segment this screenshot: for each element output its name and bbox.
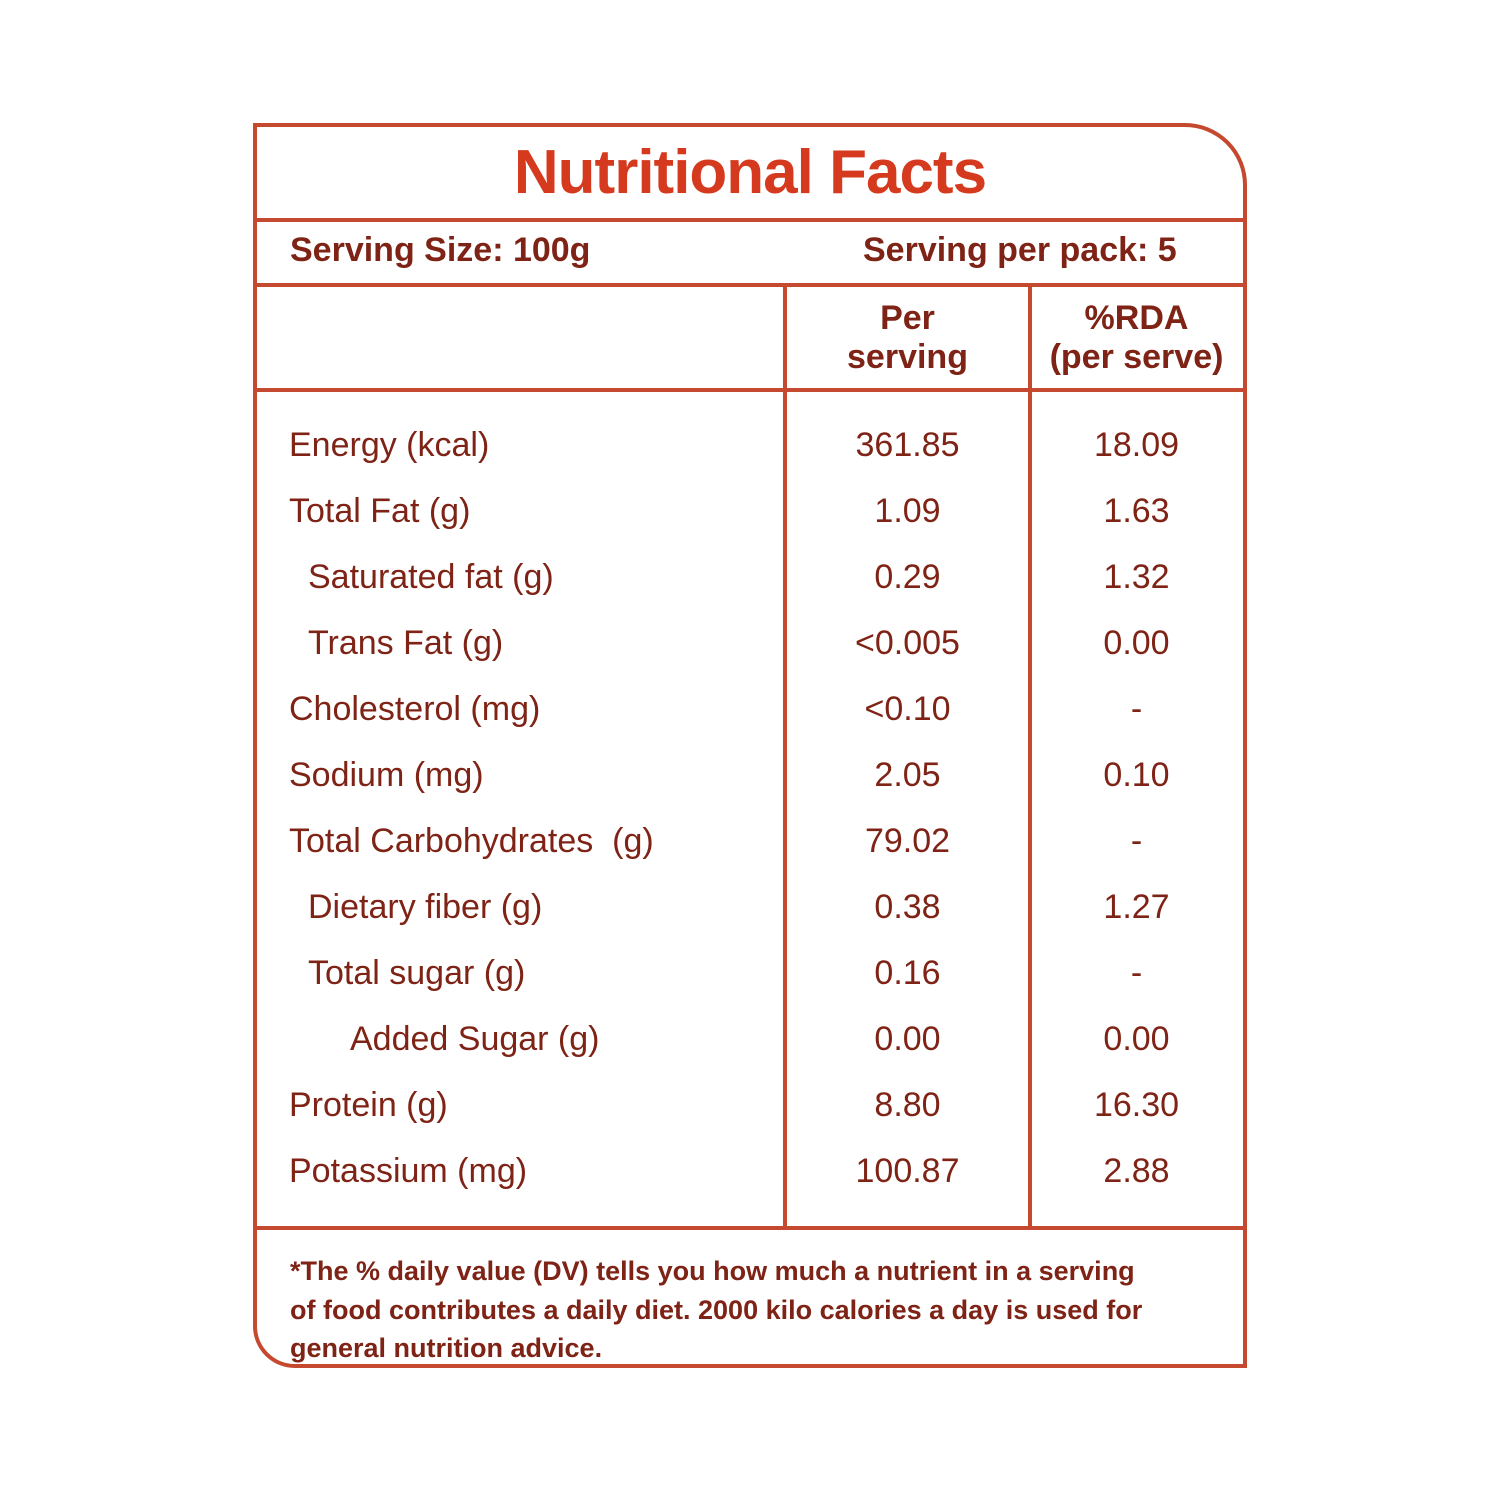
per-serving-value: 8.80: [874, 1085, 941, 1124]
per-serving-value: 0.00: [874, 1019, 941, 1058]
serving-size-text: Serving Size: 100g: [290, 231, 591, 269]
table-row: Dietary fiber (g) 0.38 1.27: [257, 874, 1243, 940]
rda-value: 2.88: [1103, 1151, 1170, 1190]
table-row: Total Carbohydrates (g) 79.02 -: [257, 808, 1243, 874]
per-serving-header-line2: serving: [847, 337, 968, 376]
column-divider-1: [783, 287, 787, 1226]
rda-value: 18.09: [1093, 425, 1180, 464]
per-serving-value: 100.87: [855, 1151, 960, 1190]
page-title: Nutritional Facts: [513, 138, 987, 207]
per-serving-value: 0.16: [874, 953, 941, 992]
rda-value: 1.32: [1103, 557, 1170, 596]
column-divider-2: [1028, 287, 1032, 1226]
table-row: Total Fat (g) 1.09 1.63: [257, 478, 1243, 544]
table-row: Sodium (mg) 2.05 0.10: [257, 742, 1243, 808]
rda-value: 0.00: [1103, 623, 1170, 662]
table-row: Potassium (mg) 100.87 2.88: [257, 1138, 1243, 1204]
per-serving-value: <0.10: [864, 689, 951, 728]
per-serving-value: 1.09: [874, 491, 941, 530]
nutrient-name: Potassium (mg): [289, 1151, 528, 1190]
per-serving-value: 0.29: [874, 557, 941, 596]
nutrient-name: Protein (g): [289, 1085, 448, 1124]
nutrient-name: Added Sugar (g): [350, 1019, 600, 1058]
table-row: Total sugar (g) 0.16 -: [257, 940, 1243, 1006]
rda-column-header: %RDA (per serve): [1030, 287, 1243, 388]
daily-value-footnote: *The % daily value (DV) tells you how mu…: [257, 1230, 1243, 1364]
per-serving-value: 0.38: [874, 887, 941, 926]
nutrient-column-header: [257, 287, 785, 388]
nutrient-rows-container: Energy (kcal) 361.85 18.09 Total Fat (g)…: [257, 392, 1243, 1226]
rda-value: -: [1130, 953, 1143, 992]
nutrient-name: Energy (kcal): [289, 425, 490, 464]
nutrient-name: Total Fat (g): [289, 491, 471, 530]
rda-value: 16.30: [1093, 1085, 1180, 1124]
rda-value: 1.63: [1103, 491, 1170, 530]
per-serving-header-line1: Per: [880, 299, 935, 338]
nutrient-name: Dietary fiber (g): [308, 887, 543, 926]
nutrition-facts-label: Nutritional Facts Serving Size: 100g Ser…: [253, 123, 1247, 1368]
table-header-row: Per serving %RDA (per serve): [257, 287, 1243, 392]
rda-value: -: [1130, 689, 1143, 728]
nutrient-name: Total sugar (g): [308, 953, 526, 992]
table-row: Energy (kcal) 361.85 18.09: [257, 412, 1243, 478]
nutrient-name: Sodium (mg): [289, 755, 484, 794]
footnote-line: general nutrition advice.: [290, 1333, 603, 1364]
table-row: Trans Fat (g) <0.005 0.00: [257, 610, 1243, 676]
per-serving-value: 79.02: [864, 821, 951, 860]
table-row: Cholesterol (mg) <0.10 -: [257, 676, 1243, 742]
table-row: Protein (g) 8.80 16.30: [257, 1072, 1243, 1138]
per-serving-value: 2.05: [874, 755, 941, 794]
nutrient-name: Total Carbohydrates (g): [289, 821, 654, 860]
rda-header-line2: (per serve): [1049, 337, 1224, 376]
rda-value: 1.27: [1103, 887, 1170, 926]
label-title-section: Nutritional Facts: [257, 127, 1243, 222]
footnote-line: of food contributes a daily diet. 2000 k…: [290, 1294, 1143, 1325]
serving-info-section: Serving Size: 100g Serving per pack: 5: [257, 222, 1243, 287]
nutrient-name: Saturated fat (g): [308, 557, 554, 596]
nutrient-table: Per serving %RDA (per serve) Energy (kca…: [257, 287, 1243, 1230]
rda-value: 0.00: [1103, 1019, 1170, 1058]
rda-value: -: [1130, 821, 1143, 860]
per-serving-value: 361.85: [855, 425, 960, 464]
rda-header-line1: %RDA: [1084, 299, 1189, 338]
table-row: Added Sugar (g) 0.00 0.00: [257, 1006, 1243, 1072]
nutrient-name: Cholesterol (mg): [289, 689, 541, 728]
nutrient-name: Trans Fat (g): [308, 623, 504, 662]
per-serving-value: <0.005: [855, 623, 960, 662]
per-serving-column-header: Per serving: [785, 287, 1030, 388]
serving-per-pack-text: Serving per pack: 5: [863, 231, 1177, 269]
table-row: Saturated fat (g) 0.29 1.32: [257, 544, 1243, 610]
footnote-line: *The % daily value (DV) tells you how mu…: [290, 1256, 1135, 1286]
rda-value: 0.10: [1103, 755, 1170, 794]
